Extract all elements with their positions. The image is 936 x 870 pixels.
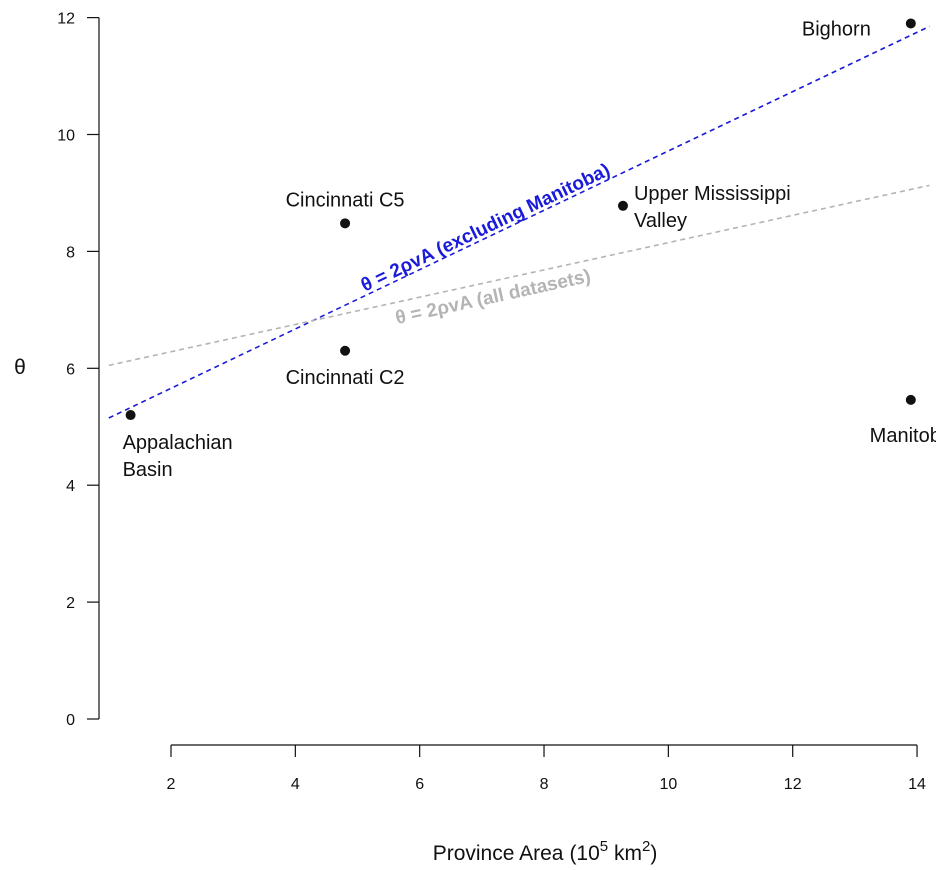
x-tick-label-8: 8 xyxy=(540,776,549,793)
x-axis-unit-close: ) xyxy=(650,842,657,865)
point-label-manitoba: Manitoba xyxy=(870,425,936,447)
point-appalachian-basin xyxy=(125,410,136,421)
x-axis-title: Province Area (105 km2) xyxy=(433,838,658,865)
x-axis-unit-exponent: 5 xyxy=(600,838,608,855)
point-label-cincinnati-c2: Cincinnati C2 xyxy=(286,367,405,389)
x-axis: 2 4 6 8 10 12 14 xyxy=(167,744,926,793)
y-axis: 0 2 4 6 8 10 12 xyxy=(57,11,100,729)
y-tick-label-6: 6 xyxy=(66,361,75,378)
x-axis-unit-exponent-2: 2 xyxy=(642,838,650,855)
y-tick-label-2: 2 xyxy=(66,595,75,612)
point-label-cincinnati-c5: Cincinnati C5 xyxy=(286,189,405,211)
point-label-bighorn: Bighorn xyxy=(802,18,871,40)
y-axis-title: θ xyxy=(14,356,26,379)
x-tick-label-12: 12 xyxy=(784,776,802,793)
point-label-appalachian-basin-line-2: Basin xyxy=(123,459,173,481)
point-label-upper-mississippi-valley: Upper Mississippi xyxy=(634,183,791,205)
fit-line-excluding-manitoba xyxy=(108,25,930,419)
x-axis-unit-open: (10 xyxy=(569,842,599,865)
fit-line-labels: θ = 2ρvA (excluding Manitoba)θ = 2ρvA (a… xyxy=(358,160,614,329)
fit-label-all-datasets: θ = 2ρvA (all datasets) xyxy=(394,266,593,329)
x-axis-title-text: Province Area xyxy=(433,842,564,865)
x-tick-label-14: 14 xyxy=(908,776,926,793)
y-tick-label-8: 8 xyxy=(66,244,75,261)
point-label-upper-mississippi-valley-line-2: Valley xyxy=(634,210,687,232)
point-bighorn xyxy=(905,18,916,29)
point-label-appalachian-basin: Appalachian xyxy=(123,432,233,454)
x-tick-label-6: 6 xyxy=(415,776,424,793)
x-tick-label-2: 2 xyxy=(167,776,176,793)
fit-lines xyxy=(108,25,930,419)
data-points: Appalachian Basin Cincinnati C5 Cincinnati … xyxy=(123,18,936,481)
point-cincinnati-c5 xyxy=(340,218,351,229)
point-manitoba xyxy=(905,394,916,405)
x-tick-label-4: 4 xyxy=(291,776,300,793)
point-cincinnati-c2 xyxy=(340,345,351,356)
y-tick-label-4: 4 xyxy=(66,478,75,495)
x-axis-unit-km: km xyxy=(608,842,642,865)
y-tick-label-10: 10 xyxy=(57,128,75,145)
y-tick-label-12: 12 xyxy=(57,11,75,28)
x-tick-label-10: 10 xyxy=(659,776,677,793)
point-upper-mississippi-valley xyxy=(617,200,628,211)
y-tick-label-0: 0 xyxy=(66,712,75,729)
